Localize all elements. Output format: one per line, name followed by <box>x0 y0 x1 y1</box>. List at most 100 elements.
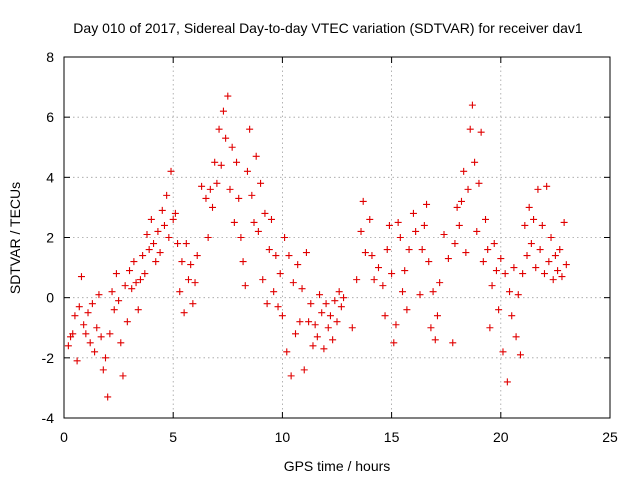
data-point <box>486 324 494 332</box>
data-point <box>427 324 435 332</box>
data-point <box>115 297 123 305</box>
data-point <box>510 264 518 272</box>
data-point <box>418 246 426 254</box>
data-point <box>451 240 459 248</box>
data-point <box>287 372 295 380</box>
data-point <box>560 218 568 226</box>
data-point <box>171 209 179 217</box>
data-point <box>403 306 411 314</box>
data-point <box>71 312 79 320</box>
data-point <box>374 264 382 272</box>
data-point <box>126 267 134 275</box>
data-point <box>501 270 509 278</box>
data-point <box>409 209 417 217</box>
data-point <box>353 276 361 284</box>
data-point <box>93 324 101 332</box>
x-tick-label: 0 <box>60 429 68 445</box>
data-point <box>473 227 481 235</box>
data-point <box>436 279 444 287</box>
data-point <box>80 321 88 329</box>
data-point <box>536 246 544 254</box>
data-point <box>516 351 524 359</box>
data-point <box>468 101 476 109</box>
data-point <box>158 206 166 214</box>
data-point <box>219 107 227 115</box>
data-point <box>84 309 92 317</box>
y-tick-label: 6 <box>46 109 54 125</box>
data-point <box>556 246 564 254</box>
data-point <box>117 339 125 347</box>
data-point <box>215 125 223 133</box>
data-point <box>383 246 391 254</box>
data-point <box>156 249 164 257</box>
data-point <box>298 285 306 293</box>
data-point <box>547 234 555 241</box>
data-point <box>530 215 538 223</box>
data-point <box>532 264 540 272</box>
data-point <box>123 318 131 326</box>
y-axis-ticks: -4 -2 0 2 4 6 8 <box>42 49 610 426</box>
data-point <box>217 161 225 169</box>
data-point <box>348 324 356 332</box>
data-point <box>187 261 195 269</box>
data-point <box>305 318 313 326</box>
data-point <box>482 215 490 223</box>
data-point <box>213 179 221 187</box>
x-tick-label: 5 <box>169 429 177 445</box>
data-point <box>453 203 461 211</box>
data-point <box>359 197 367 205</box>
data-point <box>457 197 465 205</box>
data-point <box>503 378 511 386</box>
data-point <box>88 300 96 308</box>
data-point <box>239 258 247 266</box>
data-point <box>276 270 284 278</box>
data-point <box>193 252 201 260</box>
data-point <box>167 167 175 175</box>
data-point <box>235 194 243 202</box>
data-point <box>224 92 232 100</box>
data-point <box>75 303 83 311</box>
data-point <box>169 215 177 223</box>
data-point <box>285 252 293 260</box>
data-point <box>202 194 210 202</box>
grid <box>64 57 610 418</box>
data-point <box>209 203 217 211</box>
data-point <box>139 252 147 260</box>
data-point <box>521 221 529 229</box>
data-point <box>141 270 149 278</box>
data-point <box>267 215 275 223</box>
data-point <box>82 330 90 338</box>
data-point <box>182 240 190 248</box>
data-point <box>91 348 99 356</box>
data-point <box>519 270 527 278</box>
y-axis-label: SDTVAR / TECUs <box>7 182 23 294</box>
data-point <box>540 270 548 278</box>
y-tick-label: -2 <box>42 350 55 366</box>
data-point <box>104 393 112 401</box>
data-point <box>534 185 542 193</box>
data-point <box>508 312 516 320</box>
data-point <box>150 240 158 248</box>
data-point <box>449 339 457 347</box>
data-point <box>130 258 138 266</box>
data-point <box>484 246 492 254</box>
x-tick-label: 10 <box>275 429 291 445</box>
data-point <box>316 291 324 299</box>
x-tick-label: 20 <box>493 429 509 445</box>
data-point <box>77 273 85 281</box>
y-tick-label: -4 <box>42 410 55 426</box>
chart-title: Day 010 of 2017, Sidereal Day-to-day VTE… <box>73 20 583 36</box>
data-point <box>143 230 151 238</box>
data-point <box>543 182 551 190</box>
data-point <box>523 252 531 260</box>
data-point <box>160 221 168 229</box>
data-point <box>174 240 182 248</box>
data-point <box>431 336 439 344</box>
data-point <box>311 321 319 329</box>
data-point <box>108 288 116 296</box>
data-point <box>368 252 376 260</box>
x-axis-ticks: 0 5 10 15 20 25 <box>60 57 618 445</box>
data-point <box>444 255 452 263</box>
data-point <box>322 300 330 308</box>
data-point <box>425 258 433 266</box>
